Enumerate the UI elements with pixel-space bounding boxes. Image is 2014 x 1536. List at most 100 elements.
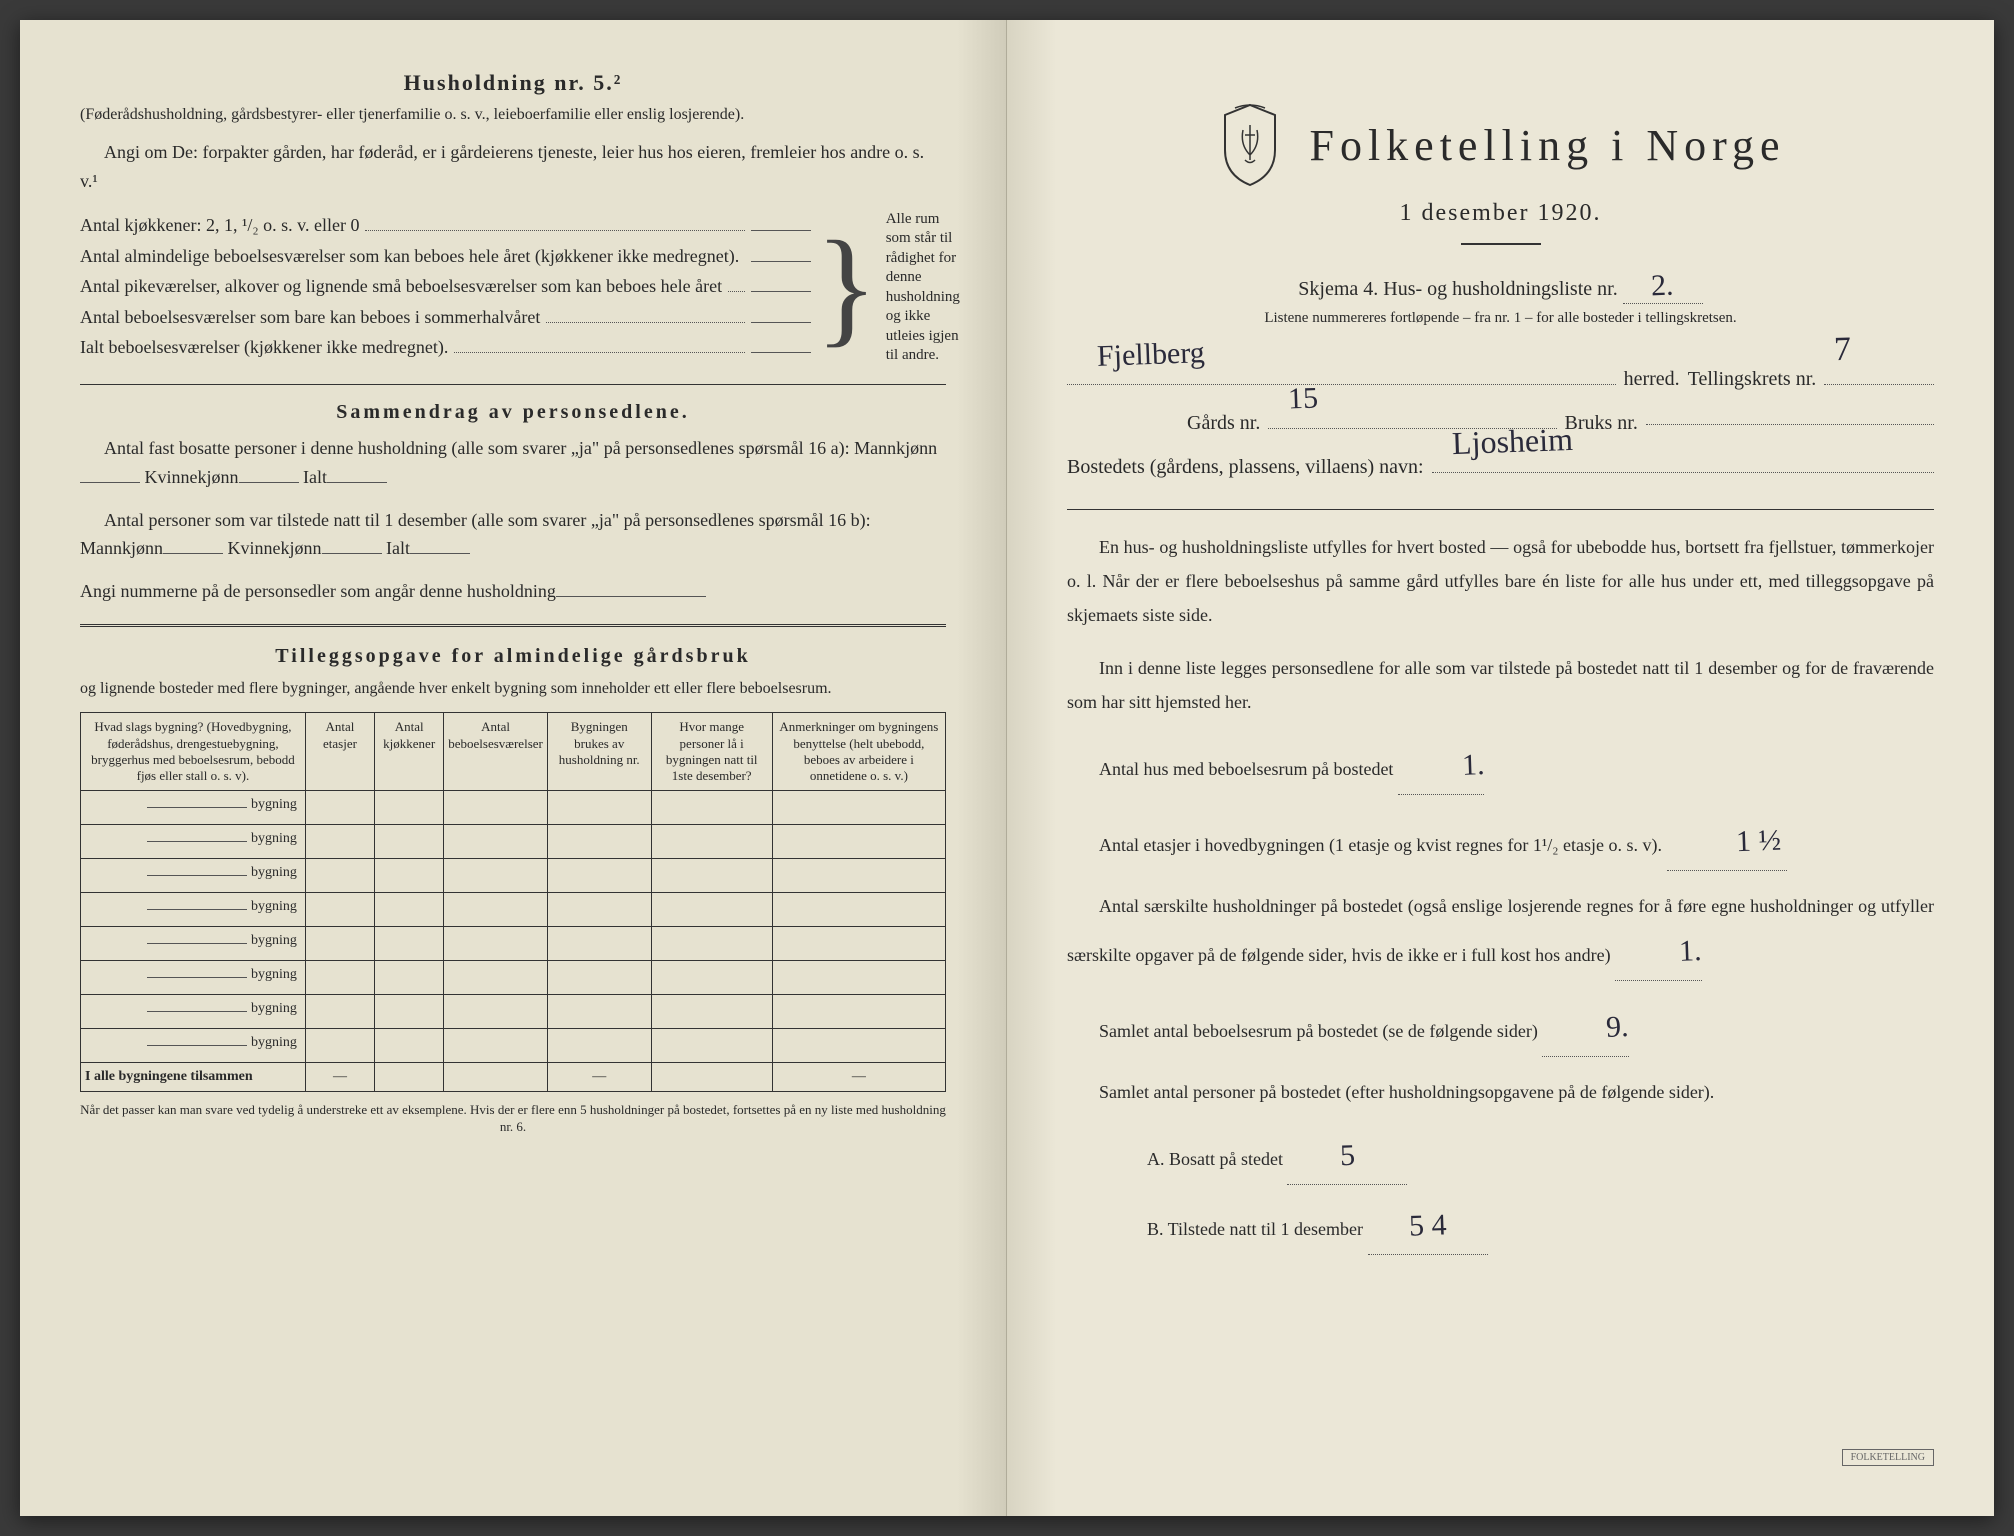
- title-block: Folketelling i Norge: [1067, 100, 1934, 190]
- q3: Antal særskilte husholdninger på bostede…: [1067, 889, 1934, 981]
- bygning-label-cell: bygning: [81, 825, 306, 859]
- table-cell: [772, 893, 945, 927]
- table-cell: [772, 927, 945, 961]
- table-cell: [651, 893, 772, 927]
- qA-value: 5: [1339, 1127, 1356, 1184]
- title-rule: [1461, 243, 1541, 245]
- para1: En hus- og husholdningsliste utfylles fo…: [1067, 530, 1934, 633]
- table-cell: [305, 995, 374, 1029]
- table-cell: [547, 859, 651, 893]
- row-total: Ialt beboelsesværelser (kjøkkener ikke m…: [80, 332, 811, 363]
- row-maid: Antal pikeværelser, alkover og lignende …: [80, 271, 811, 302]
- table-row: bygning: [81, 1029, 946, 1063]
- th-notes: Anmerkninger om bygningens benyttelse (h…: [772, 713, 945, 791]
- table-cell: [305, 791, 374, 825]
- q2-value: 1 ½: [1703, 812, 1782, 872]
- form-nr-value: 2.: [1651, 269, 1675, 304]
- table-cell: [375, 791, 444, 825]
- bygning-label-cell: bygning: [81, 859, 306, 893]
- tellingskrets-value: 7: [1833, 313, 1853, 388]
- table-cell: [772, 961, 945, 995]
- th-kitchens: Antal kjøkkener: [375, 713, 444, 791]
- table-cell: [772, 791, 945, 825]
- table-total-row: I alle bygningene tilsammen ———: [81, 1063, 946, 1092]
- row-kitchen: Antal kjøkkener: 2, 1, ¹/₂ o. s. v. elle…: [80, 210, 811, 241]
- brace-note: Alle rum som står til rådighet for denne…: [886, 210, 960, 366]
- row-ordinary: Antal almindelige beboelsesværelser som …: [80, 241, 811, 272]
- table-cell: [547, 791, 651, 825]
- table-cell: [305, 961, 374, 995]
- main-title: Folketelling i Norge: [1309, 120, 1785, 171]
- table-cell: [651, 927, 772, 961]
- table-cell: [444, 859, 548, 893]
- gards-value: 15: [1287, 365, 1319, 432]
- crest-icon: [1215, 100, 1285, 190]
- table-cell: [547, 893, 651, 927]
- right-page: Folketelling i Norge 1 desember 1920. Sk…: [1007, 20, 1994, 1516]
- th-floors: Antal etasjer: [305, 713, 374, 791]
- table-cell: [305, 927, 374, 961]
- table-cell: [444, 825, 548, 859]
- brace-icon: }: [815, 229, 877, 346]
- household-heading: Husholdning nr. 5.²: [80, 70, 946, 96]
- table-cell: [547, 995, 651, 1029]
- table-cell: [375, 1029, 444, 1063]
- table-cell: [547, 927, 651, 961]
- sammendrag-line1: Antal fast bosatte personer i denne hush…: [80, 434, 946, 492]
- herred-line: Fjellberg herred. Tellingskrets nr. 7: [1067, 357, 1934, 401]
- table-cell: [651, 859, 772, 893]
- table-cell: [375, 927, 444, 961]
- qA: A. Bosatt på stedet 5: [1147, 1127, 1934, 1185]
- printer-stamp: FOLKETELLING: [1842, 1449, 1934, 1466]
- table-cell: [305, 825, 374, 859]
- subtitle: 1 desember 1920.: [1067, 200, 1934, 227]
- divider-right: [1067, 509, 1934, 510]
- left-page: Husholdning nr. 5.² (Føderådshusholdning…: [20, 20, 1007, 1516]
- building-table: Hvad slags bygning? (Hovedbygning, føder…: [80, 712, 946, 1092]
- bygning-label-cell: bygning: [81, 927, 306, 961]
- th-rooms: Antal beboelsesværelser: [444, 713, 548, 791]
- table-row: bygning: [81, 927, 946, 961]
- table-cell: [444, 1029, 548, 1063]
- q2: Antal etasjer i hovedbygningen (1 etasje…: [1067, 813, 1934, 871]
- bygning-label-cell: bygning: [81, 893, 306, 927]
- bygning-label-cell: bygning: [81, 961, 306, 995]
- table-cell: [444, 961, 548, 995]
- table-cell: [444, 893, 548, 927]
- table-cell: [651, 825, 772, 859]
- table-cell: [444, 791, 548, 825]
- bygning-label-cell: bygning: [81, 791, 306, 825]
- table-row: bygning: [81, 995, 946, 1029]
- table-cell: [651, 1029, 772, 1063]
- table-cell: [305, 893, 374, 927]
- q3-value: 1.: [1646, 922, 1702, 981]
- table-header-row: Hvad slags bygning? (Hovedbygning, føder…: [81, 713, 946, 791]
- table-row: bygning: [81, 791, 946, 825]
- table-row: bygning: [81, 859, 946, 893]
- bosted-value: Ljosheim: [1450, 404, 1573, 479]
- bruks-label: Bruks nr.: [1565, 401, 1638, 445]
- bygning-label-cell: bygning: [81, 995, 306, 1029]
- q1-value: 1.: [1429, 736, 1485, 795]
- table-row: bygning: [81, 893, 946, 927]
- th-usedby: Bygningen brukes av husholdning nr.: [547, 713, 651, 791]
- table-row: bygning: [81, 961, 946, 995]
- table-cell: [375, 825, 444, 859]
- tillegg-title: Tilleggsopgave for almindelige gårdsbruk: [80, 645, 946, 668]
- footnote: Når det passer kan man svare ved tydelig…: [80, 1102, 946, 1136]
- table-cell: [305, 859, 374, 893]
- q4-value: 9.: [1573, 998, 1629, 1057]
- table-cell: [375, 995, 444, 1029]
- bygning-label-cell: bygning: [81, 1029, 306, 1063]
- table-cell: [547, 825, 651, 859]
- para2: Inn i denne liste legges personsedlene f…: [1067, 651, 1934, 719]
- table-cell: [772, 859, 945, 893]
- sammendrag-line3: Angi nummerne på de personsedler som ang…: [80, 577, 946, 606]
- q4: Samlet antal beboelsesrum på bostedet (s…: [1067, 999, 1934, 1057]
- table-cell: [772, 1029, 945, 1063]
- table-cell: [444, 927, 548, 961]
- total-label: I alle bygningene tilsammen: [81, 1063, 306, 1092]
- table-cell: [651, 791, 772, 825]
- row-summer: Antal beboelsesværelser som bare kan beb…: [80, 302, 811, 333]
- sammendrag-line2: Antal personer som var tilstede natt til…: [80, 506, 946, 564]
